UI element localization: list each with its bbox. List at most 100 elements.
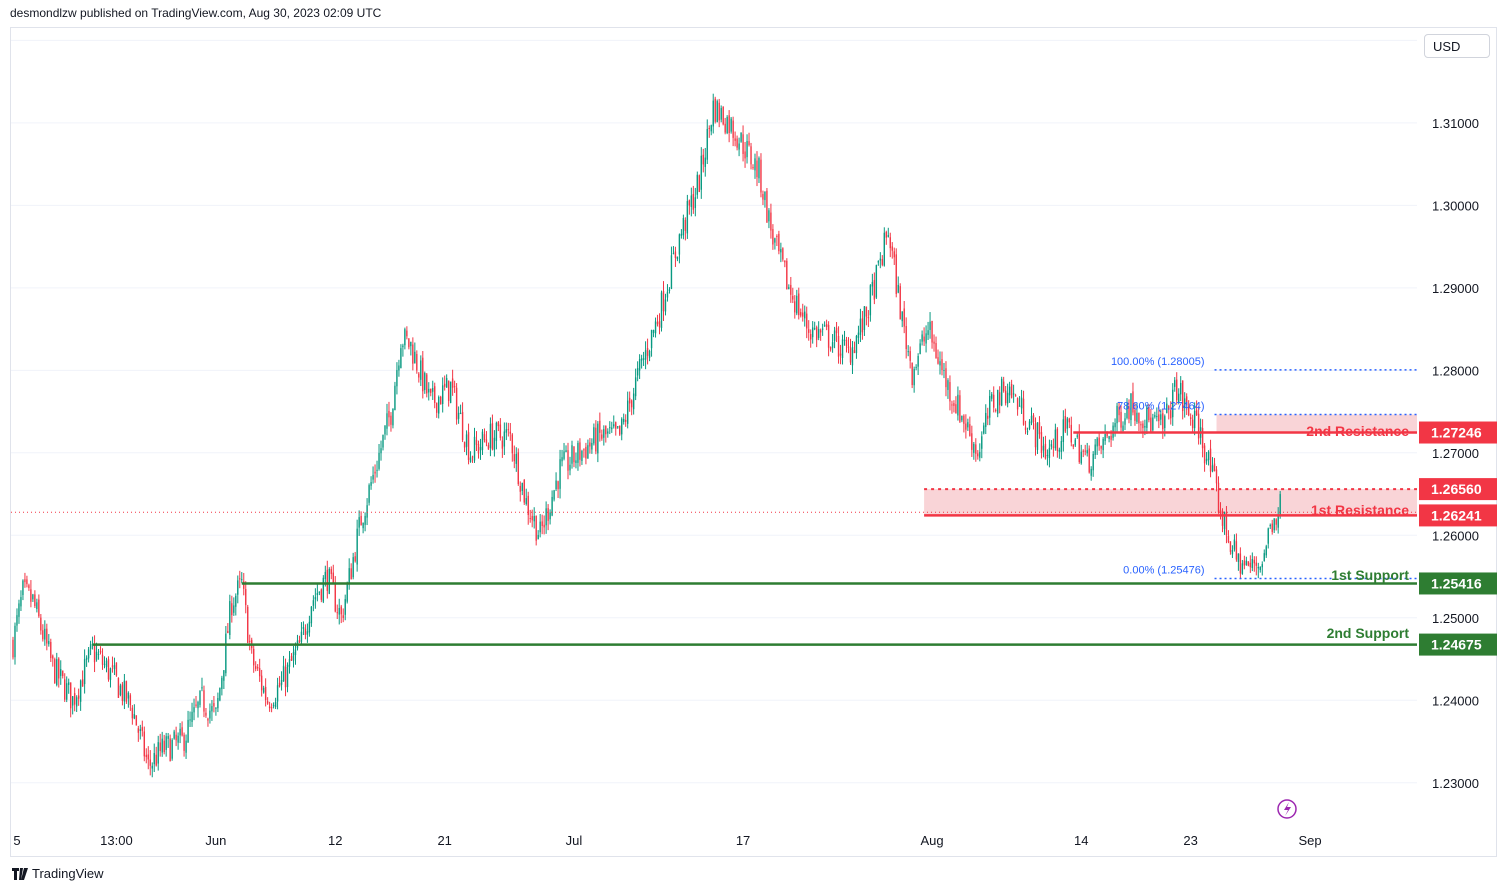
candle-body xyxy=(901,311,903,322)
candle-body xyxy=(390,415,392,425)
candle-body xyxy=(971,433,973,450)
candle-body xyxy=(774,238,776,243)
candle-body xyxy=(905,326,907,350)
candle-body xyxy=(115,662,118,676)
candle-body xyxy=(420,360,422,380)
currency-selector[interactable]: USD xyxy=(1424,34,1490,58)
candle-body xyxy=(364,515,366,525)
candle-body xyxy=(539,521,541,533)
candle-body xyxy=(621,418,623,435)
candle-body xyxy=(503,431,506,447)
candle-body xyxy=(1271,523,1273,532)
candle-body xyxy=(696,174,699,195)
candle-body xyxy=(1160,414,1162,420)
candle-body xyxy=(1164,416,1166,429)
candle-body xyxy=(322,577,325,602)
candle-body xyxy=(286,664,289,687)
candle-body xyxy=(1042,445,1045,451)
candle-body xyxy=(432,388,434,392)
candle-body xyxy=(46,628,48,644)
candle-body xyxy=(50,642,52,659)
candle-body xyxy=(1006,392,1009,404)
candle-body xyxy=(60,669,62,676)
candle-body xyxy=(436,402,438,413)
candle-body xyxy=(169,738,171,762)
candle-body xyxy=(521,482,523,491)
candle-body xyxy=(714,98,716,122)
candle-body xyxy=(1225,512,1228,536)
candle-body xyxy=(736,138,738,148)
candle-body xyxy=(1253,559,1256,564)
candle-body xyxy=(52,655,54,659)
candle-body xyxy=(853,350,856,354)
candle-body xyxy=(589,442,591,447)
candle-body xyxy=(1172,389,1174,418)
candle-body xyxy=(1247,561,1250,566)
candle-body xyxy=(227,630,229,634)
candle-body xyxy=(716,101,718,123)
candle-body xyxy=(151,765,153,769)
candle-body xyxy=(183,734,185,751)
candle-body xyxy=(607,431,609,434)
candle-body xyxy=(181,727,183,736)
candle-body xyxy=(1040,432,1043,453)
candle-body xyxy=(670,255,673,289)
candle-body xyxy=(1022,398,1025,425)
candle-body xyxy=(792,295,794,300)
candle-body xyxy=(668,289,671,292)
candle-body xyxy=(328,568,330,594)
candle-body xyxy=(256,667,259,669)
x-tick-label: 23 xyxy=(1183,833,1197,848)
candle-body xyxy=(1064,416,1067,432)
candle-body xyxy=(276,685,279,702)
candle-body xyxy=(847,346,850,349)
candle-body xyxy=(1275,519,1277,525)
candle-body xyxy=(434,386,436,403)
candle-body xyxy=(107,659,110,680)
candle-body xyxy=(376,469,378,471)
candle-body xyxy=(1136,412,1138,422)
candle-body xyxy=(1080,451,1082,464)
candle-body xyxy=(881,259,884,265)
candle-body xyxy=(626,400,629,424)
candle-body xyxy=(889,237,891,249)
candle-body xyxy=(879,258,882,261)
candle-body xyxy=(111,665,114,667)
candle-body xyxy=(163,740,165,753)
candle-body xyxy=(44,628,46,640)
level-price-badge xyxy=(1419,478,1497,501)
candle-body xyxy=(931,320,933,343)
candle-body xyxy=(746,141,748,158)
candle-body xyxy=(489,423,492,448)
candle-body xyxy=(883,232,886,266)
lightning-icon[interactable] xyxy=(1277,799,1297,819)
candle-body xyxy=(113,665,116,670)
resistance-1-zone xyxy=(924,489,1417,516)
candle-body xyxy=(1018,405,1021,407)
candle-body xyxy=(386,413,388,429)
y-tick-label: 1.27000 xyxy=(1432,446,1479,461)
level-price-text: 1.25416 xyxy=(1431,575,1482,591)
candle-body xyxy=(131,707,134,719)
candle-body xyxy=(690,195,693,207)
candle-body xyxy=(406,330,408,337)
candle-body xyxy=(1054,429,1057,449)
candle-body xyxy=(215,707,217,709)
candle-body xyxy=(366,505,368,518)
candle-body xyxy=(897,284,899,293)
candle-body xyxy=(1201,428,1204,449)
candle-body xyxy=(728,115,730,134)
candle-body xyxy=(943,369,945,371)
candle-body xyxy=(1004,390,1007,404)
candle-body xyxy=(1032,415,1035,423)
candle-body xyxy=(859,318,862,335)
candle-body xyxy=(177,735,179,743)
candle-body xyxy=(193,707,195,713)
candle-body xyxy=(877,261,880,263)
candle-body xyxy=(993,394,995,408)
candle-body xyxy=(983,425,985,434)
candle-body xyxy=(237,580,239,595)
candle-body xyxy=(272,705,275,707)
candle-body xyxy=(615,422,617,429)
